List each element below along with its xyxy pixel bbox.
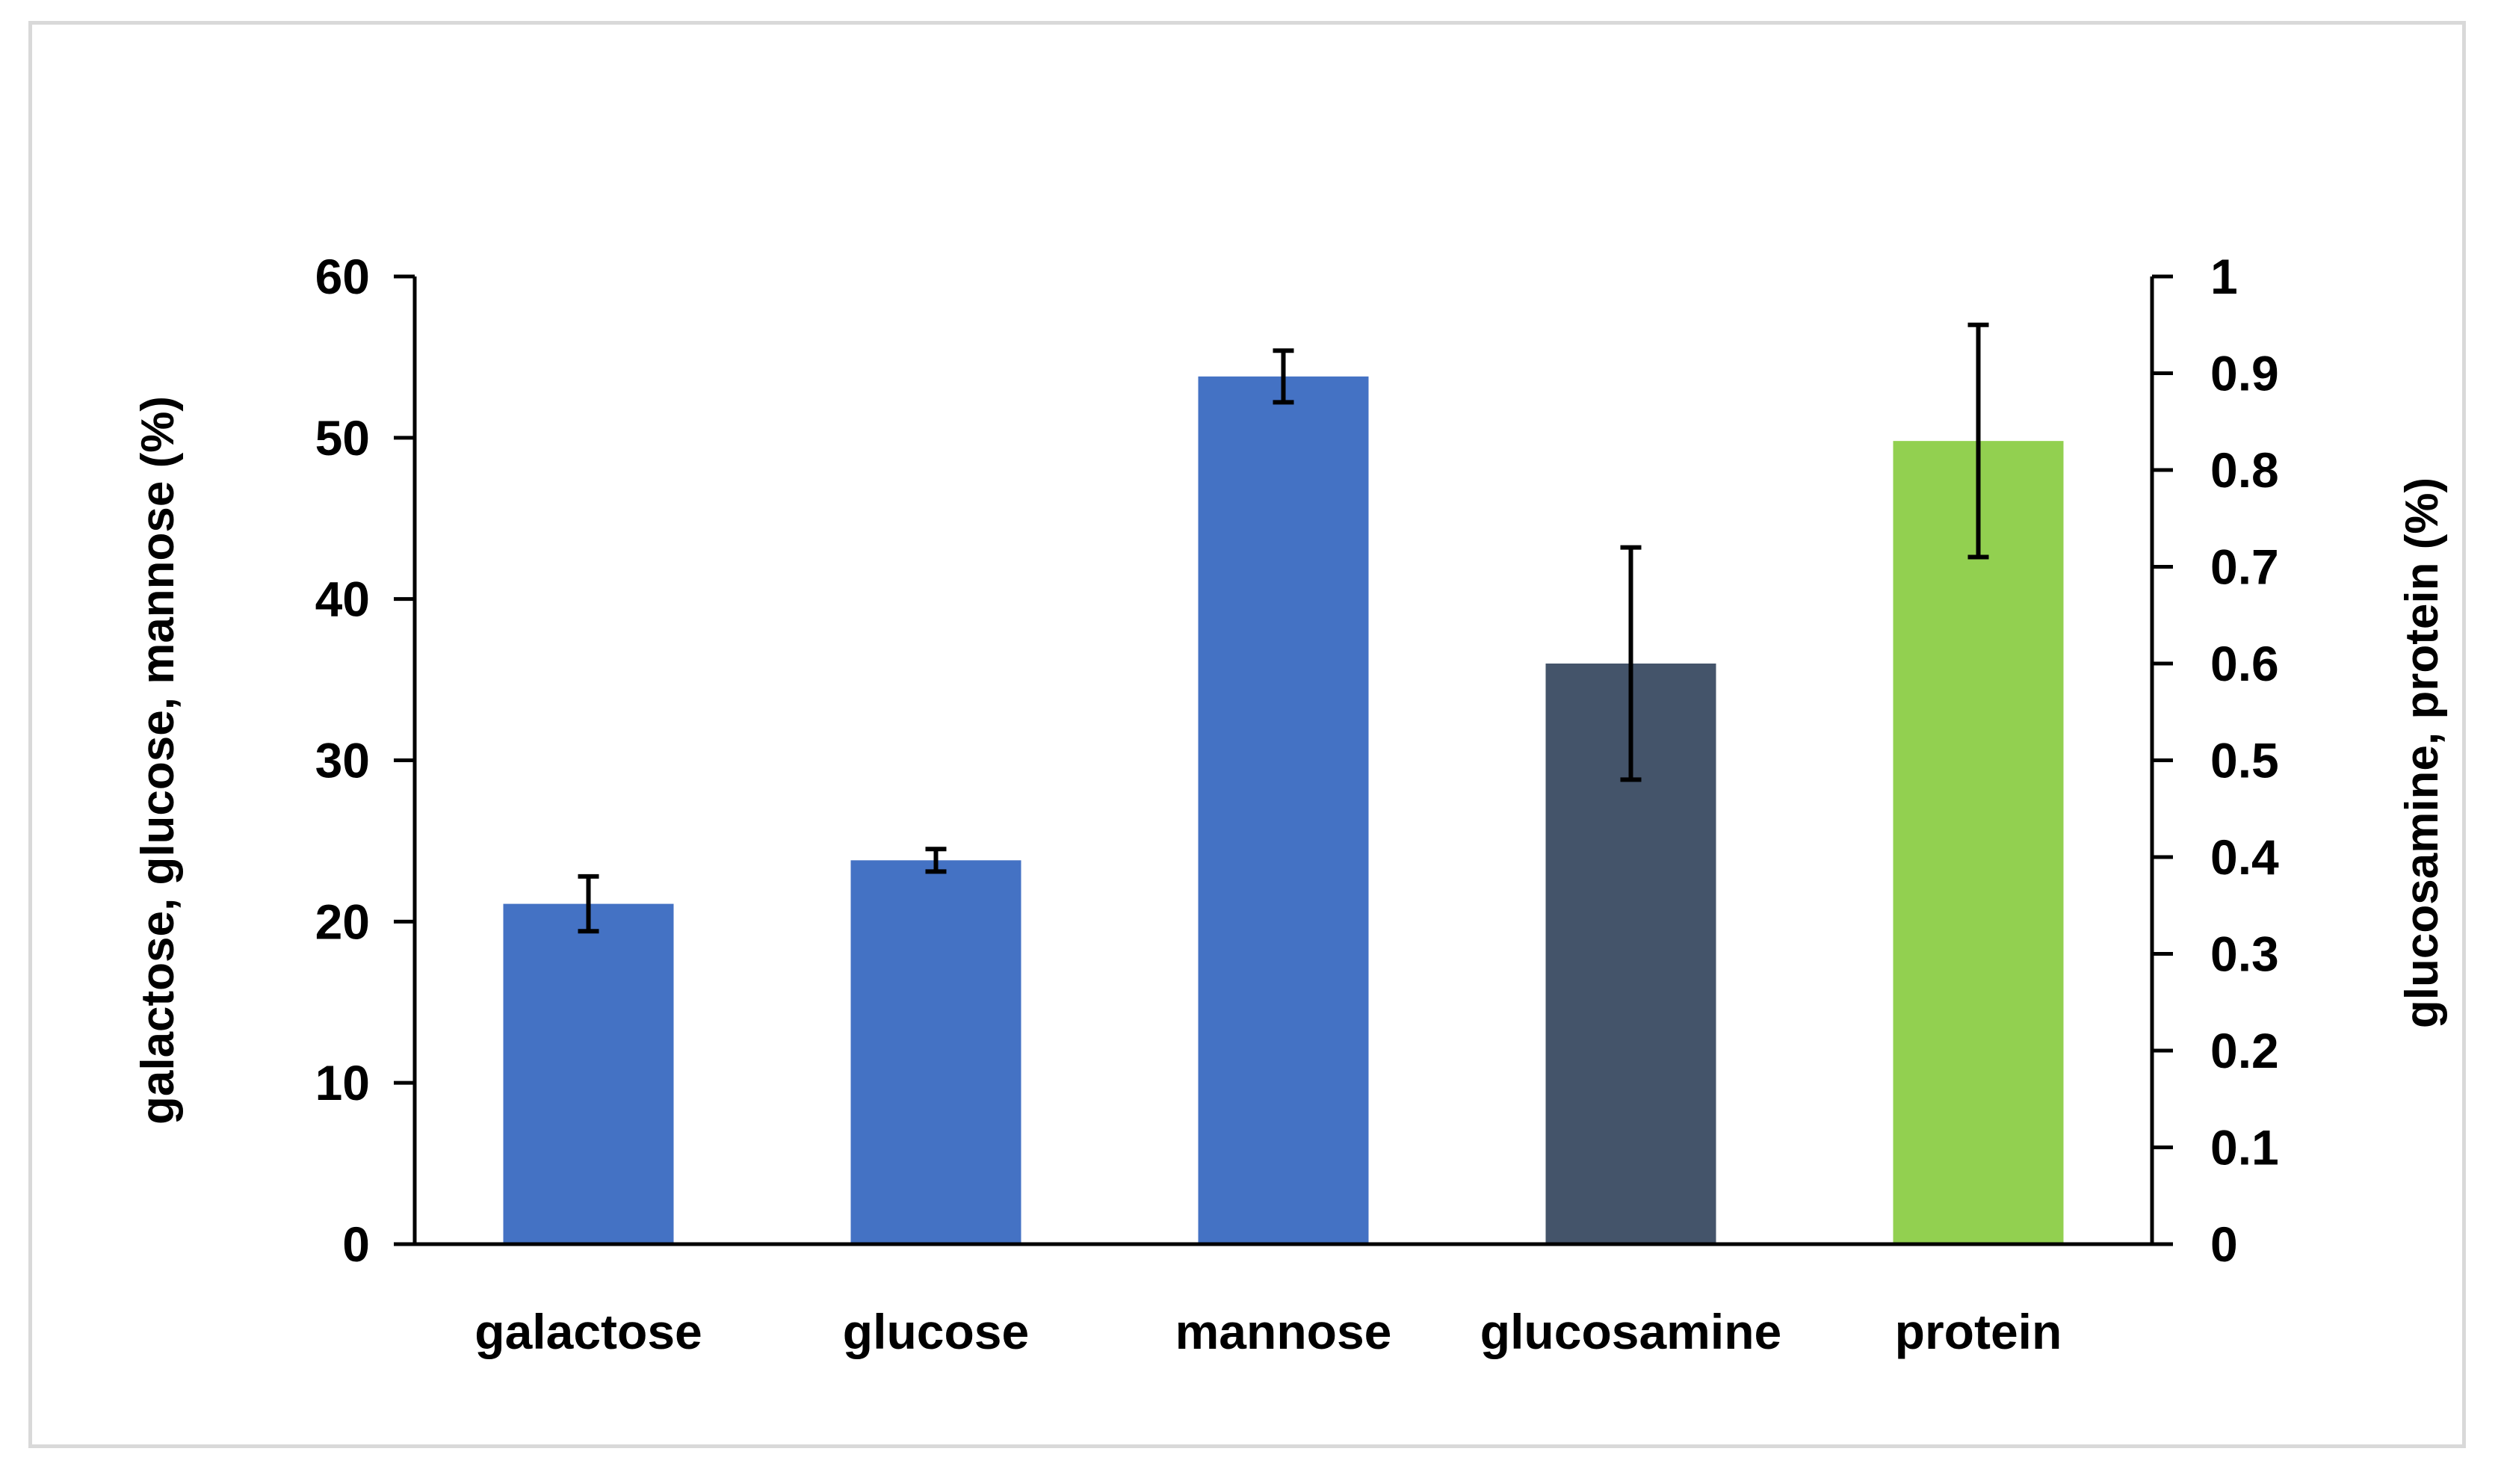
error-bar-glucose [925,847,947,874]
left-axis-title: galactose, glucose, mannose (%) [132,396,184,1125]
axes-layer [394,274,2173,1246]
category-label-protein: protein [1895,1304,2062,1359]
bar-mannose [1198,376,1369,1245]
right-tick-label: 1 [2210,249,2238,304]
right-axis-title: glucosamine, protein (%) [2396,477,2448,1028]
right-tick-label: 0.4 [2210,829,2279,885]
category-label-galactose: galactose [474,1304,702,1359]
error-bar-galactose [578,874,599,934]
bar-protein [1893,441,2064,1244]
right-tick-label: 0.2 [2210,1023,2279,1078]
bar-galactose [503,903,674,1244]
left-tick-label: 10 [315,1055,370,1110]
right-tick-label: 0.6 [2210,636,2279,691]
right-tick-label: 0.1 [2210,1120,2279,1175]
left-tick-label: 20 [315,894,370,949]
bar-glucose [850,860,1021,1244]
category-label-glucosamine: glucosamine [1480,1304,1781,1359]
error-bar-mannose [1273,348,1294,405]
left-tick-label: 50 [315,410,370,466]
error-bar-protein [1967,322,1989,560]
category-label-mannose: mannose [1175,1304,1392,1359]
left-tick-label: 30 [315,733,370,788]
left-tick-label: 60 [315,249,370,304]
left-tick-label: 40 [315,572,370,627]
left-tick-label: 0 [342,1216,370,1272]
right-tick-label: 0.7 [2210,540,2279,595]
bars-layer [503,376,2064,1245]
error-bars-layer [578,322,1989,934]
right-tick-label: 0.8 [2210,442,2279,498]
right-tick-label: 0.5 [2210,733,2279,788]
category-label-glucose: glucose [843,1304,1029,1359]
right-tick-label: 0.3 [2210,927,2279,982]
right-tick-label: 0.9 [2210,346,2279,401]
labels-layer: 0 10 20 30 40 50 60 0 0.1 0.2 0.3 0.4 0.5 0.6 0.7 0.8 0.… [132,249,2448,1359]
right-tick-label: 0 [2210,1216,2238,1272]
error-bar-glucosamine [1620,545,1642,782]
